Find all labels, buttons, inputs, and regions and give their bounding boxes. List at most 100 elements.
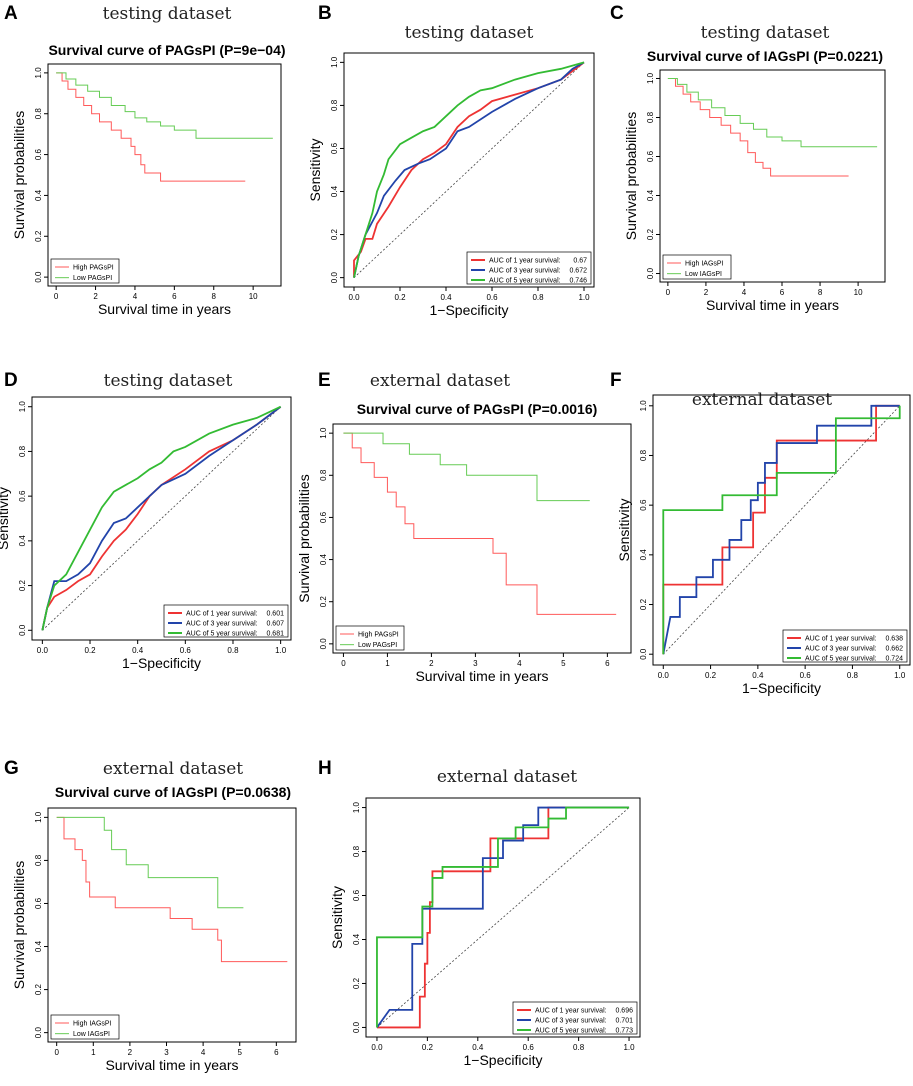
dataset-title: external dataset — [437, 767, 577, 787]
x-tick-label: 0.6 — [523, 1043, 535, 1052]
y-tick-label: 0.4 — [352, 933, 361, 945]
series-line-1 — [41, 406, 282, 631]
plot-frame — [47, 63, 282, 287]
reference-diagonal — [662, 405, 901, 655]
series-line-1 — [376, 806, 630, 1029]
legend-box — [662, 254, 732, 280]
dataset-title: external dataset — [370, 371, 510, 391]
series-line-2 — [376, 806, 630, 1028]
legend-auc-value: 0.662 — [885, 646, 903, 653]
dataset-title: external dataset — [103, 759, 243, 779]
series-line-3 — [353, 61, 585, 278]
x-tick-label: 4 — [517, 659, 522, 668]
series-line-3 — [41, 405, 282, 631]
x-tick-label: 0 — [341, 659, 346, 668]
y-tick-label: 0.8 — [352, 845, 361, 857]
x-axis-label: Survival time in years — [706, 297, 839, 313]
plot-frame — [31, 396, 292, 641]
x-tick-label: 0.6 — [800, 671, 812, 680]
y-tick-label: 0.0 — [646, 267, 655, 279]
x-tick-label: 0.2 — [84, 646, 96, 655]
x-tick-label: 6 — [172, 292, 177, 301]
y-tick-label: 0.2 — [34, 983, 43, 995]
y-tick-label: 1.0 — [319, 427, 328, 439]
legend-label: High PAGsPI — [358, 632, 399, 639]
x-axis-label: 1−Specificity — [430, 302, 509, 318]
legend-auc-value: 0.681 — [266, 631, 284, 638]
x-tick-label: 0.4 — [472, 1043, 484, 1052]
x-tick-label: 4 — [133, 292, 138, 301]
x-axis-label: Survival time in years — [105, 1057, 238, 1073]
x-tick-label: 1.0 — [275, 646, 287, 655]
legend-auc-value: 0.672 — [569, 268, 587, 275]
x-tick-label: 0.8 — [532, 293, 544, 302]
panel-letter: G — [4, 758, 19, 779]
x-tick-label: 5 — [561, 659, 566, 668]
y-tick-label: 0.8 — [34, 108, 43, 120]
x-tick-label: 3 — [164, 1048, 169, 1057]
x-tick-label: 0.6 — [180, 646, 192, 655]
y-tick-label: 0.8 — [18, 445, 27, 457]
legend-label: Low IAGsPI — [73, 1031, 110, 1038]
y-tick-label: 0.4 — [319, 553, 328, 565]
x-tick-label: 0.0 — [658, 671, 670, 680]
panel-letter: A — [4, 3, 18, 24]
panel-letter: H — [318, 758, 332, 779]
legend-label: AUC of 3 year survival: — [805, 646, 877, 653]
legend-label: AUC of 1 year survival: — [489, 258, 561, 265]
legend-label: AUC of 3 year survival: — [186, 621, 258, 628]
legend-auc-value: 0.701 — [615, 1018, 633, 1025]
legend-auc-value: 0.67 — [573, 258, 587, 265]
legend-box — [512, 1001, 638, 1035]
y-tick-label: 1.0 — [639, 400, 648, 412]
dataset-title: testing dataset — [104, 371, 233, 391]
dataset-title: testing dataset — [701, 23, 830, 43]
x-tick-label: 8 — [212, 292, 217, 301]
y-tick-label: 0.0 — [330, 272, 339, 284]
legend-label: AUC of 1 year survival: — [805, 636, 877, 643]
y-tick-label: 1.0 — [330, 56, 339, 68]
legend-auc-value: 0.773 — [615, 1028, 633, 1035]
legend-label: Low PAGsPI — [358, 642, 397, 649]
x-tick-label: 0.0 — [348, 293, 360, 302]
series-line-2 — [56, 816, 244, 909]
x-tick-label: 1 — [91, 1048, 96, 1057]
y-axis-label: Survival probabilities — [296, 474, 312, 602]
series-line-3 — [376, 806, 630, 1028]
legend-label: Low IAGsPI — [685, 271, 722, 278]
x-tick-label: 1.0 — [894, 671, 906, 680]
y-axis-label: Sensitivity — [616, 498, 632, 561]
x-tick-label: 0.2 — [422, 1043, 434, 1052]
panel-letter: C — [610, 3, 624, 24]
y-tick-label: 1.0 — [34, 67, 43, 79]
y-axis-label: Survival probabilities — [11, 861, 27, 989]
y-tick-label: 0.0 — [639, 648, 648, 660]
x-tick-label: 6 — [605, 659, 610, 668]
y-tick-label: 0.4 — [34, 189, 43, 201]
legend-box — [782, 629, 908, 663]
x-tick-label: 1.0 — [623, 1043, 635, 1052]
y-tick-label: 0.2 — [319, 596, 328, 608]
x-tick-label: 0 — [54, 1048, 59, 1057]
series-line-1 — [353, 61, 585, 278]
y-tick-label: 0.2 — [330, 228, 339, 240]
plot-title: Survival curve of PAGsPI (P=0.0016) — [357, 401, 598, 417]
y-tick-label: 0.2 — [352, 977, 361, 989]
panel-letter: E — [318, 370, 331, 391]
series-line-2 — [662, 404, 900, 655]
series-line-1 — [56, 816, 288, 963]
y-tick-label: 0.6 — [34, 897, 43, 909]
legend-box — [466, 251, 592, 285]
x-tick-label: 1 — [385, 659, 390, 668]
x-tick-label: 0 — [54, 292, 59, 301]
dataset-title: testing dataset — [405, 23, 534, 43]
x-tick-label: 0 — [666, 288, 671, 297]
y-tick-label: 0.0 — [34, 271, 43, 283]
y-tick-label: 0.6 — [330, 142, 339, 154]
x-axis-label: 1−Specificity — [464, 1052, 543, 1068]
y-tick-label: 0.2 — [639, 598, 648, 610]
x-tick-label: 5 — [238, 1048, 243, 1057]
